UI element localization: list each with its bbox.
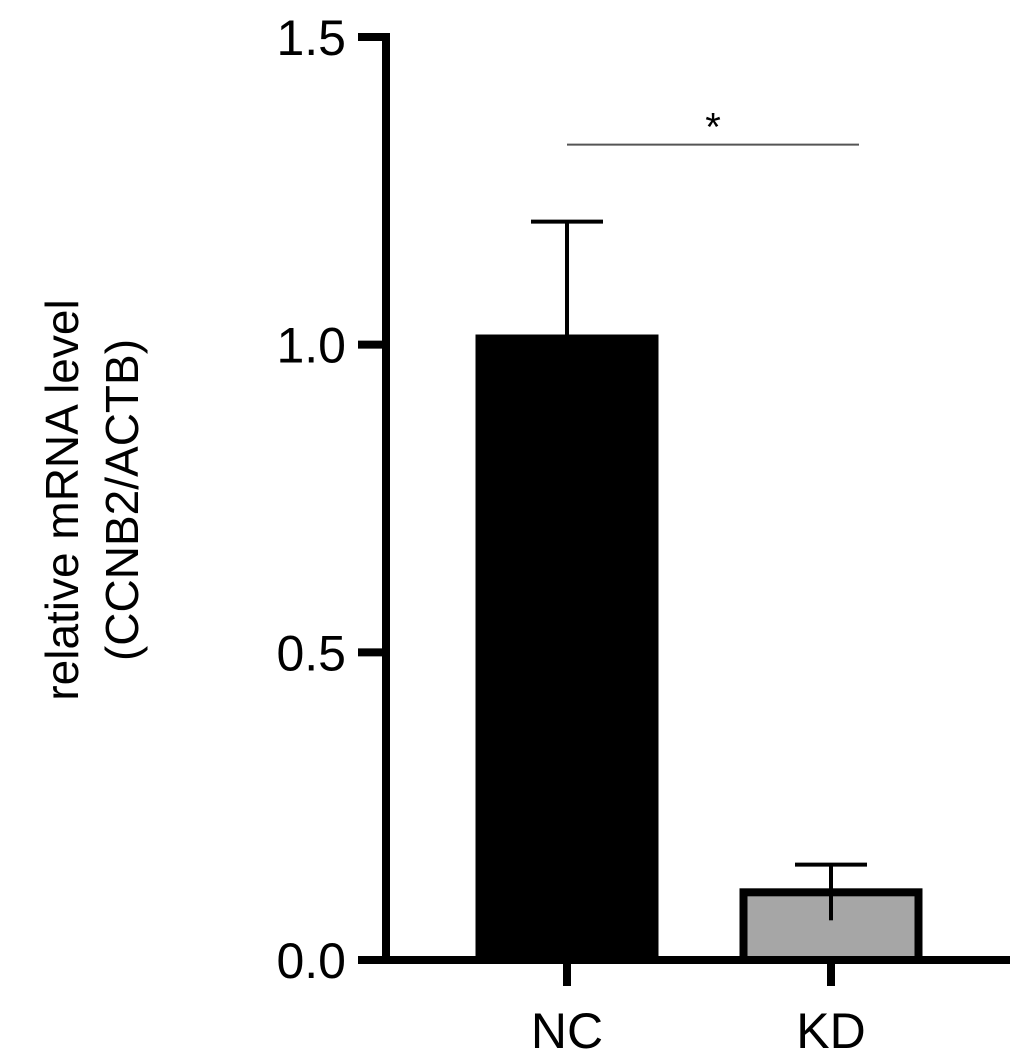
significance-label: * <box>705 106 721 150</box>
x-axis: NC KD <box>382 956 1010 1059</box>
y-axis: 0.0 0.5 1.0 1.5 <box>276 10 390 989</box>
y-axis-label: relative mRNA level (CCNB2/ACTB) <box>36 299 148 700</box>
bar-nc <box>475 334 659 965</box>
error-bars <box>531 219 867 921</box>
y-tick-label: 0.5 <box>276 625 346 681</box>
significance-annotation: * <box>567 106 859 150</box>
y-tick-label: 0.0 <box>276 933 346 989</box>
y-axis-label-line2: (CCNB2/ACTB) <box>96 339 148 661</box>
y-axis-label-line1: relative mRNA level <box>36 299 88 700</box>
x-tick-label: NC <box>531 1003 603 1059</box>
x-tick-label: KD <box>796 1003 865 1059</box>
bars <box>475 334 923 965</box>
y-tick-label: 1.5 <box>276 10 346 66</box>
y-tick-label: 1.0 <box>276 318 346 374</box>
